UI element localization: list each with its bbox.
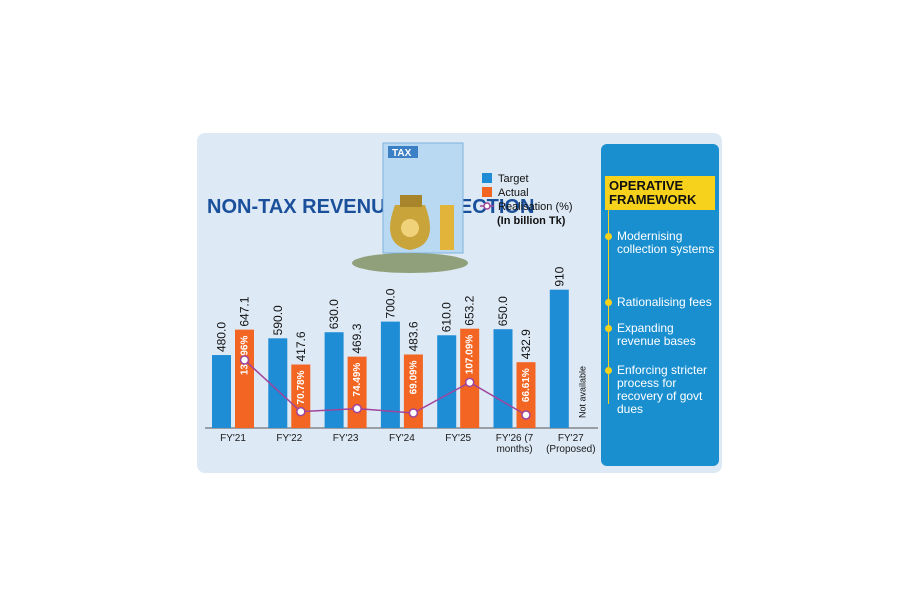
value-label: 653.2 <box>463 295 477 325</box>
annotation: Not available <box>577 366 587 418</box>
bar <box>324 332 344 428</box>
realisation-line <box>243 359 527 416</box>
legend-label: Actual <box>498 187 529 199</box>
bar <box>347 356 367 428</box>
value-label: 650.0 <box>496 296 510 326</box>
value-label: 469.3 <box>350 323 364 353</box>
x-tick-label: FY'21 <box>220 433 246 444</box>
x-tick-label: FY'24 <box>388 433 415 444</box>
value-label: 483.6 <box>406 321 420 351</box>
realisation-label: 66.61% <box>521 368 532 402</box>
x-tick-label: FY'27 (Proposed) <box>546 433 596 455</box>
value-label: 610.0 <box>440 302 454 332</box>
bar <box>235 329 254 428</box>
bar <box>493 329 513 428</box>
legend-swatch <box>482 173 492 183</box>
bullet <box>605 299 612 306</box>
bar <box>212 355 231 428</box>
legend-swatch <box>482 187 492 197</box>
realisation-marker <box>521 410 531 420</box>
value-label: 910 <box>552 266 566 286</box>
realisation-marker <box>408 408 419 418</box>
realisation-marker <box>296 406 306 417</box>
sidebar: OPERATIVE FRAMEWORK Modernising collecti… <box>601 144 719 466</box>
bullet <box>605 233 612 240</box>
value-label: 700.0 <box>383 288 397 318</box>
bar <box>437 335 457 428</box>
x-tick-label: FY'26 (7 months) <box>495 433 534 455</box>
x-tick-label: FY'22 <box>276 433 303 444</box>
value-label: 647.1 <box>238 296 252 326</box>
bar <box>291 364 311 428</box>
realisation-marker <box>239 355 250 365</box>
bar <box>268 338 288 428</box>
value-label: 480.0 <box>215 322 229 352</box>
bullet <box>605 367 612 374</box>
x-tick-label: FY'25 <box>445 433 472 444</box>
bar <box>380 321 400 428</box>
value-label: 417.6 <box>294 331 308 361</box>
legend-label: Realisation (%) <box>498 201 573 213</box>
framework-item: Modernising collection systems <box>617 229 715 256</box>
sidebar-title: OPERATIVE FRAMEWORK <box>605 176 715 210</box>
realisation-label: 74.49% <box>352 363 363 397</box>
bullet <box>605 325 612 332</box>
realisation-label: 107.09% <box>465 335 476 375</box>
legend-marker <box>483 202 491 210</box>
bar <box>549 289 569 428</box>
realisation-marker <box>352 403 362 414</box>
units-label: (In billion Tk) <box>497 215 566 227</box>
x-tick-label: FY'23 <box>332 433 359 444</box>
value-label: 432.9 <box>519 329 533 359</box>
value-label: 590.0 <box>271 305 285 335</box>
realisation-label: 70.78% <box>296 370 307 404</box>
legend-label: Target <box>498 173 529 185</box>
framework-item: Expanding revenue bases <box>617 321 696 348</box>
value-label: 630.0 <box>327 299 341 329</box>
framework-item: Rationalising fees <box>617 295 712 309</box>
tax-icon: TAX <box>352 142 468 273</box>
icon-label: TAX <box>392 148 412 159</box>
framework-item: Enforcing stricter process for recovery … <box>617 363 708 416</box>
realisation-label: 69.09% <box>408 360 419 394</box>
realisation-marker <box>464 377 475 388</box>
